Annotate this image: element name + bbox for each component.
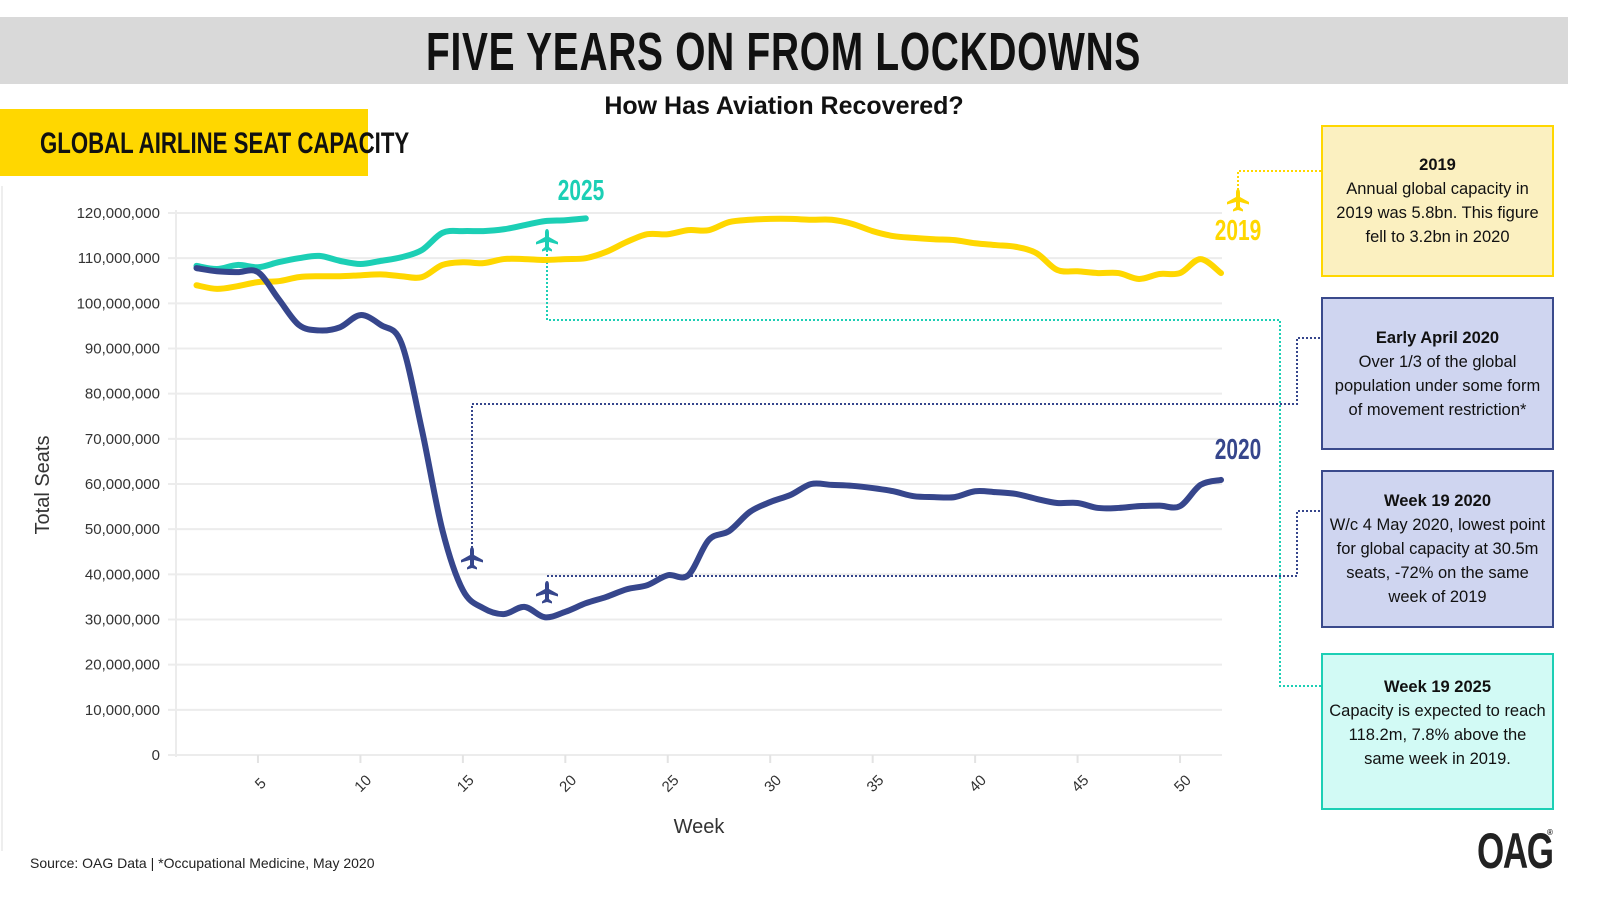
series-line-2025 — [193, 215, 589, 273]
connector-week19-2025 — [546, 250, 1321, 687]
y-tick-label: 120,000,000 — [77, 205, 160, 222]
airplane-icon — [536, 229, 558, 252]
series-label-2019: 2019 — [1215, 215, 1261, 247]
section-tag: GLOBAL AIRLINE SEAT CAPACITY — [0, 109, 409, 176]
annotation-box-week19-2025: Week 19 2025 Capacity is expected to reac… — [1321, 653, 1554, 810]
y-tick-label: 110,000,000 — [78, 250, 160, 267]
x-tick-label: 45 — [1068, 772, 1092, 796]
x-tick-label: 50 — [1171, 772, 1195, 796]
y-tick-label: 80,000,000 — [85, 386, 160, 403]
divider — [1, 186, 3, 851]
title-band — [0, 17, 1568, 84]
connector-early-april-2020 — [471, 337, 1321, 548]
airplane-icon — [461, 547, 483, 570]
x-tick-label: 10 — [351, 772, 375, 796]
x-tick-label: 25 — [659, 772, 683, 796]
y-tick-label: 60,000,000 — [85, 476, 160, 493]
oag-logo: OAG ® — [1477, 823, 1554, 879]
box-text: W/c 4 May 2020, lowest point for global … — [1329, 516, 1546, 606]
box-title: Early April 2020 — [1375, 328, 1500, 347]
x-tick-label: 30 — [761, 772, 785, 796]
x-tick-label: 20 — [556, 772, 580, 796]
x-tick-label: 15 — [454, 772, 478, 796]
box-title: 2019 — [1419, 156, 1456, 174]
y-tick-label: 10,000,000 — [85, 702, 160, 719]
source-note: Source: OAG Data | *Occupational Medicin… — [30, 855, 375, 871]
y-axis-label: Total Seats — [32, 436, 54, 535]
connector-2019 — [1237, 170, 1321, 190]
y-tick-label: 30,000,000 — [85, 612, 160, 629]
x-axis-label: Week — [674, 816, 726, 838]
annotation-box-week19-2020: Week 19 2020 W/c 4 May 2020, lowest point… — [1321, 470, 1554, 628]
y-tick-label: 50,000,000 — [85, 521, 160, 538]
page-subtitle: How Has Aviation Recovered? — [604, 92, 964, 120]
annotation-box-early-april-2020: Early April 2020 Over 1/3 of the global p… — [1321, 297, 1554, 450]
x-tick-label: 35 — [864, 772, 888, 796]
series-line-2019 — [193, 215, 1224, 292]
series-line-2020 — [193, 265, 1224, 621]
box-text: Capacity is expected to reach 118.2m, 7.… — [1329, 701, 1546, 768]
page-title: FIVE YEARS ON FROM LOCKDOWNS — [426, 22, 1142, 82]
box-title: Week 19 2020 — [1383, 492, 1492, 510]
series-label-2020: 2020 — [1215, 434, 1261, 466]
y-tick-label: 0 — [152, 747, 160, 764]
x-tick-label: 40 — [966, 772, 990, 796]
y-tick-label: 40,000,000 — [85, 566, 160, 583]
annotation-box-2019: 2019 Annual global capacity in 2019 was 5… — [1321, 125, 1554, 277]
y-tick-label: 90,000,000 — [85, 341, 160, 358]
airplane-icon — [1227, 189, 1249, 212]
box-text: Over 1/3 of the global population under … — [1334, 352, 1541, 419]
box-title: Week 19 2025 — [1383, 677, 1492, 696]
y-tick-label: 20,000,000 — [85, 657, 160, 674]
y-tick-label: 70,000,000 — [85, 431, 160, 448]
x-tick-label: 5 — [252, 775, 270, 793]
airplane-icon — [536, 581, 558, 604]
box-text: Annual global capacity in 2019 was 5.8bn… — [1336, 180, 1539, 246]
series-label-2025: 2025 — [558, 175, 604, 207]
y-tick-label: 100,000,000 — [77, 295, 160, 312]
connector-week19-2020 — [547, 510, 1321, 577]
